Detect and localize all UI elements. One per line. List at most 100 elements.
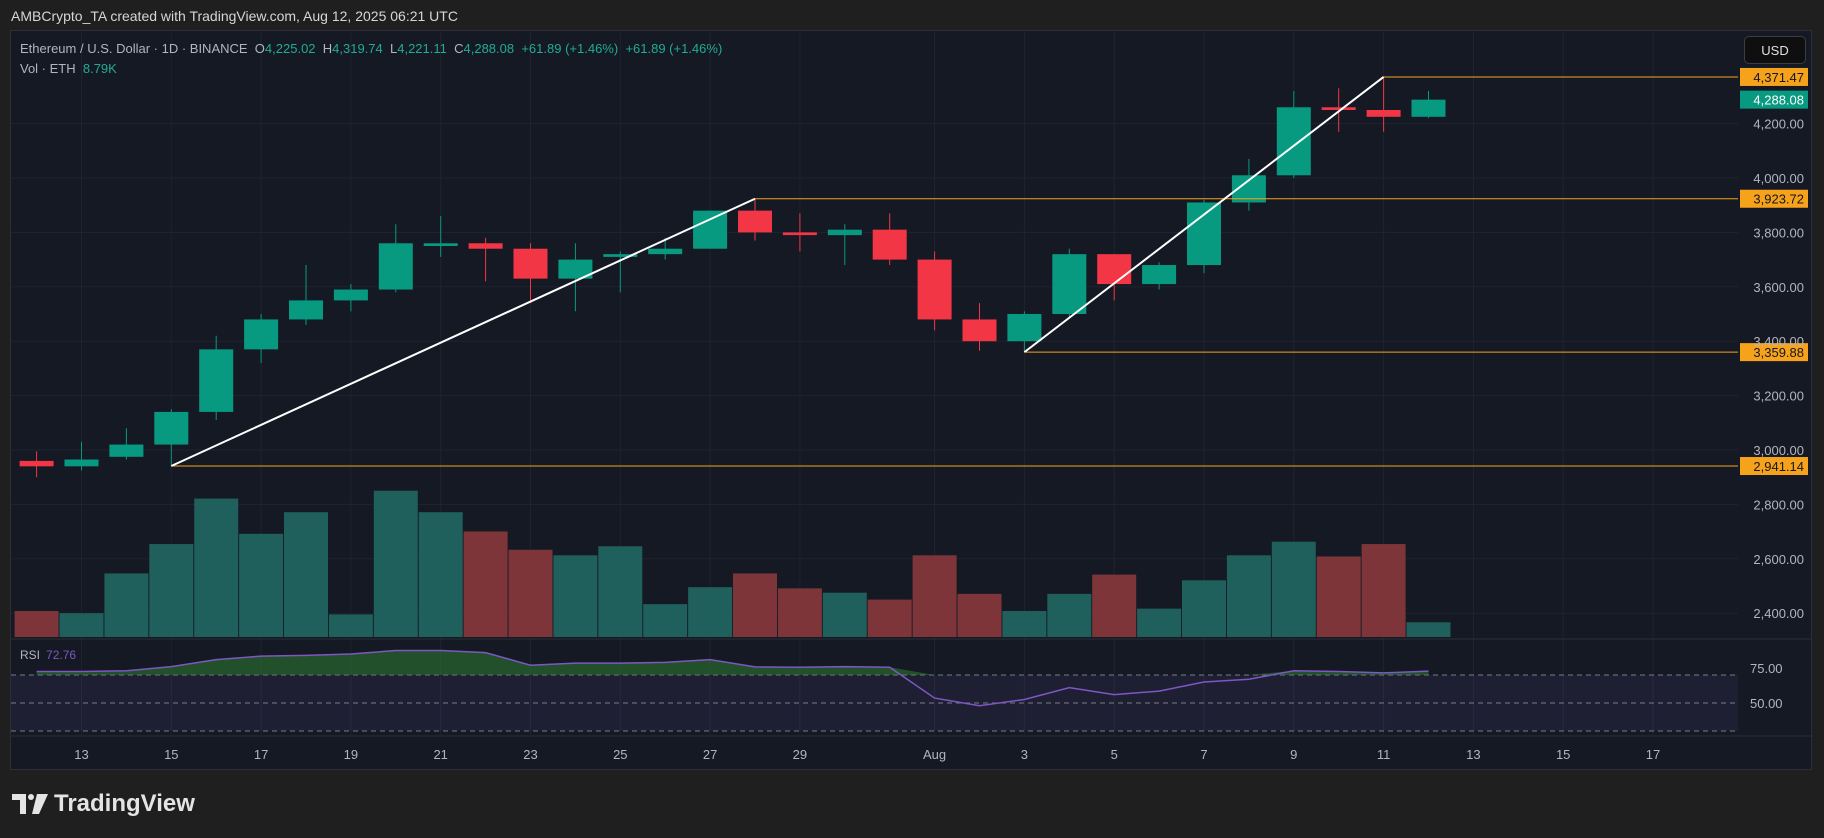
rsi-tick-label: 50.00 [1750, 696, 1783, 711]
y-tick-label: 3,600.00 [1753, 280, 1804, 295]
change-value-2: +61.89 (+1.46%) [625, 41, 723, 56]
y-tick-label: 2,400.00 [1753, 606, 1804, 621]
candle-body [1142, 265, 1177, 285]
volume-bar [418, 512, 463, 637]
candle-body [558, 259, 593, 279]
price-level-label: 4,371.47 [1753, 70, 1804, 85]
candle-body [513, 248, 548, 279]
candle-body [1097, 254, 1132, 285]
high-label: H [322, 41, 333, 56]
candle-body [378, 243, 413, 290]
rsi-overbought-fill [36, 650, 1429, 675]
x-tick-label: 13 [1466, 747, 1480, 762]
x-tick-label: 17 [254, 747, 268, 762]
volume-bar [1271, 541, 1316, 637]
volume-bar [912, 555, 957, 637]
symbol-title[interactable]: Ethereum / U.S. Dollar · 1D · BINANCE [20, 41, 248, 56]
volume-bar [822, 592, 867, 637]
price-level-label: 3,923.72 [1753, 192, 1804, 207]
volume-bar [463, 531, 508, 637]
tradingview-logo[interactable]: TradingView [12, 790, 195, 818]
rsi-line [36, 649, 1429, 707]
price-level-tag [1740, 189, 1808, 208]
candle-body [468, 243, 503, 249]
volume-bar [284, 512, 328, 637]
x-tick-label: 27 [703, 747, 717, 762]
change-value: +61.89 (+1.46%) [521, 41, 619, 56]
x-tick-label: 7 [1200, 747, 1207, 762]
currency-button[interactable]: USD [1744, 36, 1806, 64]
tradingview-logo-icon [12, 794, 48, 814]
volume-bar [1002, 610, 1047, 637]
y-tick-label: 3,400.00 [1753, 334, 1804, 349]
price-level-tag [1740, 343, 1808, 362]
y-tick-label: 2,800.00 [1753, 497, 1804, 512]
volume-bar [957, 593, 1002, 637]
volume-bar [1182, 580, 1226, 637]
volume-bar [733, 573, 777, 637]
rsi-value: 72.76 [46, 648, 77, 662]
price-level-label: 2,941.14 [1753, 459, 1804, 474]
x-tick-label: 15 [164, 747, 178, 762]
volume-bar [194, 498, 239, 637]
y-tick-label: 4,000.00 [1753, 171, 1804, 186]
y-tick-label: 4,200.00 [1753, 117, 1804, 132]
volume-bar [1137, 608, 1182, 637]
chart-credit: AMBCrypto_TA created with TradingView.co… [11, 8, 458, 24]
candle-body [827, 229, 862, 236]
volume-bar [373, 490, 418, 637]
candle-body [109, 444, 144, 457]
y-tick-label: 3,800.00 [1753, 225, 1804, 240]
brand-name: TradingView [54, 790, 195, 817]
candle-body [648, 248, 683, 255]
price-level-tag [1740, 457, 1808, 476]
chart-frame[interactable] [10, 30, 1812, 770]
trend-line [1023, 76, 1385, 353]
candle-body [64, 459, 99, 467]
candle-body [19, 460, 54, 467]
volume-bar [14, 610, 59, 637]
candle-body [423, 243, 458, 246]
volume-bar [598, 546, 643, 637]
volume-bar [104, 573, 149, 637]
volume-bar [688, 587, 733, 637]
last-price-tag [1740, 90, 1808, 109]
candle-body [603, 254, 638, 257]
x-tick-label: 25 [613, 747, 627, 762]
rsi-label: RSI [20, 648, 41, 662]
candle-body [1366, 110, 1401, 117]
candle-body [962, 319, 997, 342]
candle-body [738, 210, 772, 233]
x-tick-label: 29 [793, 747, 807, 762]
x-tick-label: 17 [1646, 747, 1660, 762]
candle-body [199, 349, 234, 412]
y-tick-label: 3,200.00 [1753, 389, 1804, 404]
x-tick-label: 5 [1111, 747, 1118, 762]
candle-body [782, 232, 817, 236]
close-value: 4,288.08 [463, 41, 515, 56]
candle-body [1411, 99, 1446, 117]
candle-body [917, 259, 952, 320]
x-tick-label: 15 [1556, 747, 1570, 762]
volume-bar [1361, 544, 1406, 637]
y-tick-label: 3,000.00 [1753, 443, 1804, 458]
low-value: 4,221.11 [397, 41, 447, 56]
rsi-legend[interactable]: RSI 72.76 [20, 648, 76, 662]
volume-bar [777, 588, 822, 637]
high-value: 4,319.74 [332, 41, 383, 56]
price-level-tag [1740, 67, 1808, 86]
volume-label[interactable]: Vol · ETH [20, 61, 76, 76]
candle-body [244, 319, 279, 350]
trend-line [170, 197, 756, 467]
volume-bar [508, 549, 553, 637]
volume-bar [1092, 574, 1137, 637]
candle-body [1007, 314, 1042, 342]
last-price-label: 4,288.08 [1753, 93, 1804, 108]
x-tick-label: 3 [1021, 747, 1028, 762]
volume-bar [1316, 556, 1361, 637]
x-tick-label: 11 [1377, 747, 1391, 762]
candle-body [872, 229, 907, 260]
x-tick-label: 21 [433, 747, 447, 762]
volume-value: 8.79K [82, 61, 117, 76]
